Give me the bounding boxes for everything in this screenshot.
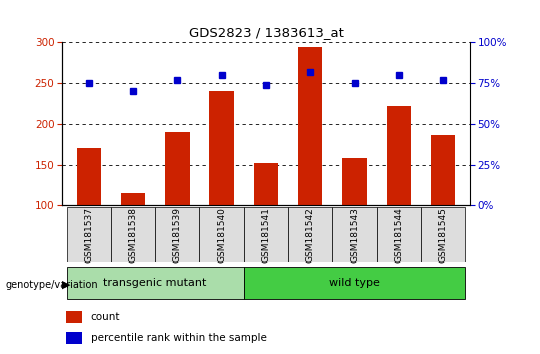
Text: ▶: ▶ — [62, 280, 71, 290]
Bar — [333, 207, 377, 262]
Bar — [66, 267, 244, 299]
Text: GSM181545: GSM181545 — [438, 207, 448, 262]
Bar — [66, 207, 111, 262]
Bar — [387, 106, 411, 205]
Bar — [111, 207, 155, 262]
Text: GSM181542: GSM181542 — [306, 207, 315, 262]
Text: count: count — [91, 312, 120, 322]
Bar — [210, 91, 234, 205]
Bar — [66, 332, 83, 343]
Bar — [66, 312, 83, 323]
Bar — [421, 207, 465, 262]
Title: GDS2823 / 1383613_at: GDS2823 / 1383613_at — [188, 25, 343, 39]
Text: GSM181539: GSM181539 — [173, 207, 182, 262]
Text: GSM181538: GSM181538 — [129, 207, 138, 262]
Text: wild type: wild type — [329, 278, 380, 288]
Bar — [342, 158, 367, 205]
Text: genotype/variation: genotype/variation — [5, 280, 98, 290]
Bar — [77, 148, 101, 205]
Bar — [165, 132, 190, 205]
Text: GSM181541: GSM181541 — [261, 207, 271, 262]
Bar — [199, 207, 244, 262]
Bar — [254, 163, 278, 205]
Bar — [298, 47, 322, 205]
Text: GSM181544: GSM181544 — [394, 207, 403, 262]
Bar — [377, 207, 421, 262]
Text: GSM181543: GSM181543 — [350, 207, 359, 262]
Bar — [155, 207, 199, 262]
Text: GSM181537: GSM181537 — [84, 207, 93, 262]
Text: percentile rank within the sample: percentile rank within the sample — [91, 333, 267, 343]
Bar — [244, 267, 465, 299]
Bar — [121, 193, 145, 205]
Bar — [244, 207, 288, 262]
Text: transgenic mutant: transgenic mutant — [104, 278, 207, 288]
Bar — [431, 135, 455, 205]
Bar — [288, 207, 333, 262]
Text: GSM181540: GSM181540 — [217, 207, 226, 262]
